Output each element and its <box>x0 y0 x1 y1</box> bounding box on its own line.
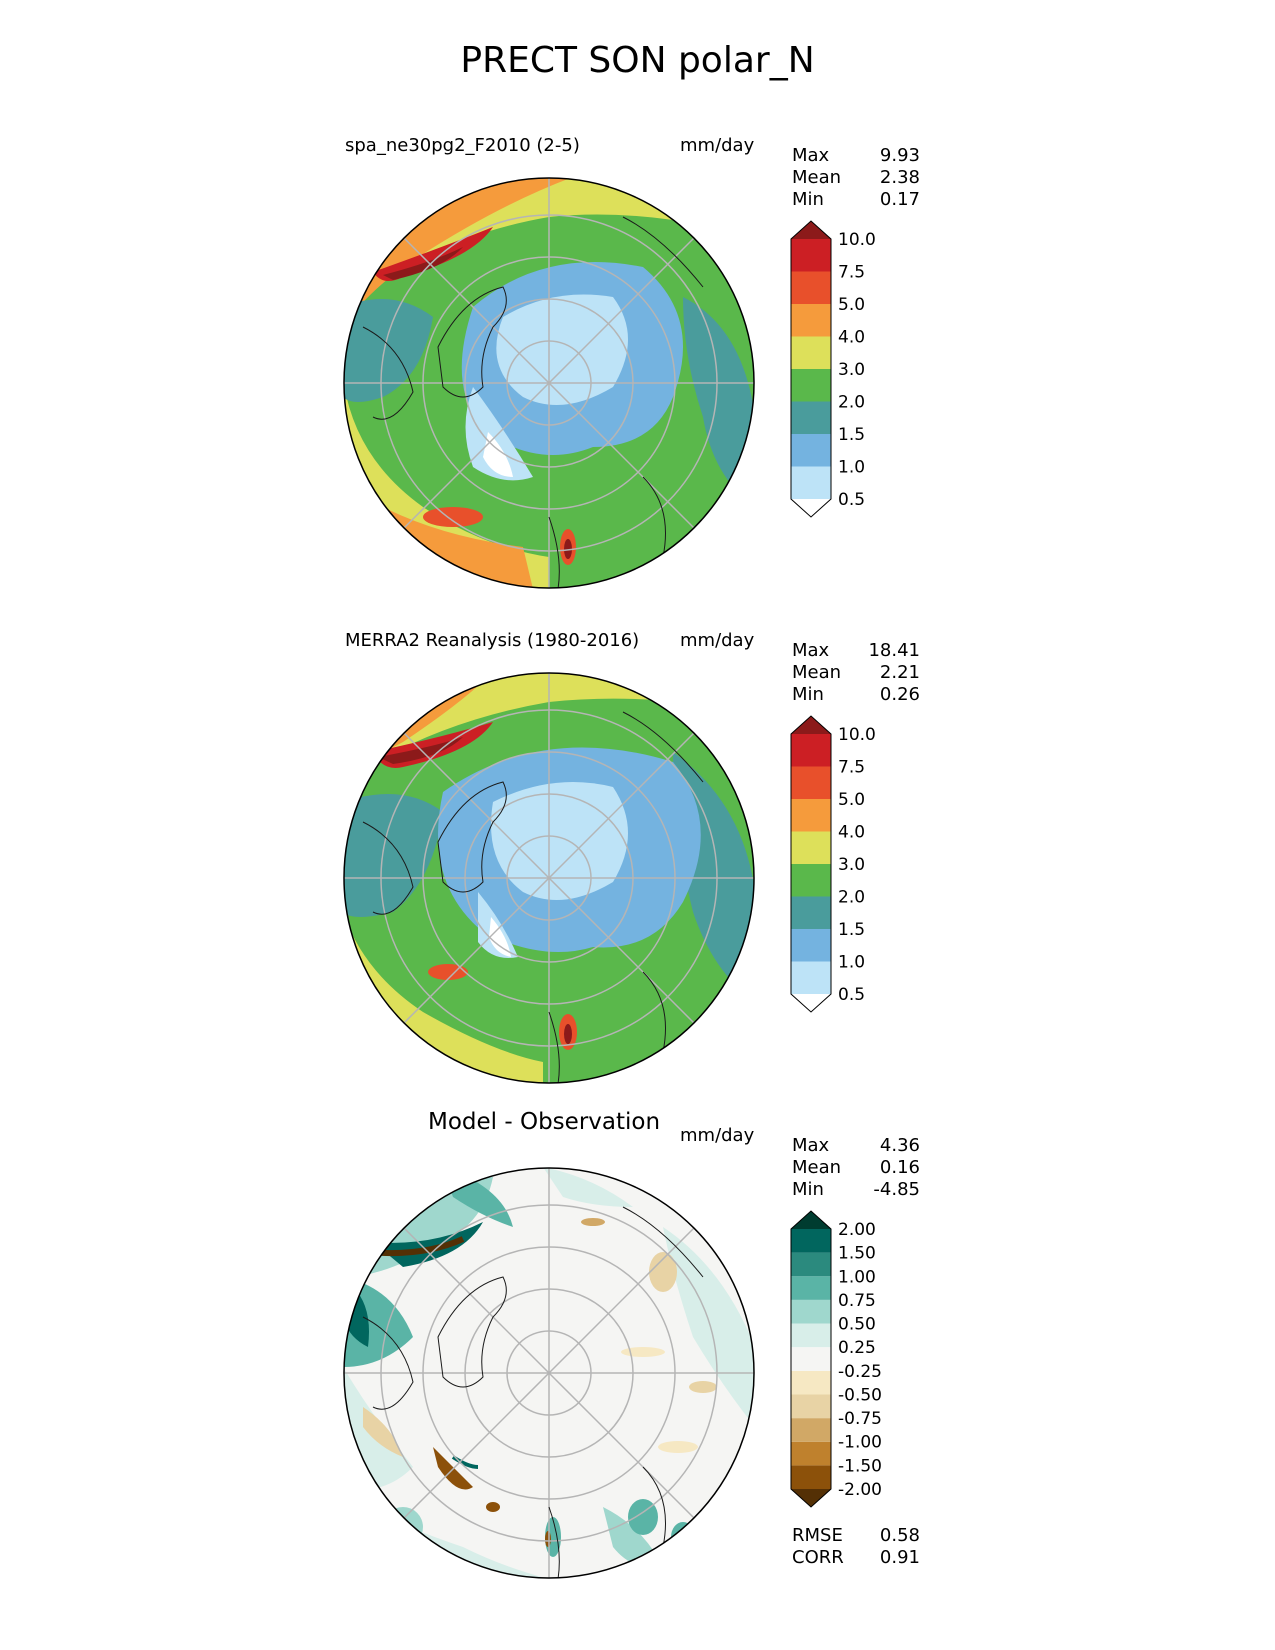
colorbar-swatch <box>791 1276 831 1300</box>
polar-precip-map-test <box>343 177 755 589</box>
colorbar-swatch <box>791 1394 831 1419</box>
colorbar-tick-label: 4.0 <box>838 823 865 843</box>
colorbar-tick-label: 3.0 <box>838 360 865 380</box>
colorbar-tick-label: 0.50 <box>838 1315 876 1335</box>
colorbar-swatch <box>791 239 831 272</box>
colorbar-tick-label: 1.5 <box>838 920 865 940</box>
colorbar-swatch <box>791 499 831 517</box>
colorbar-swatch <box>791 1211 831 1229</box>
colorbar-tick-label: 0.75 <box>838 1291 876 1311</box>
colorbar-tick-labels-difference: 2.00 1.50 1.00 0.75 0.50 0.25 -0.25 -0.50 -0.75 -… <box>838 1220 882 1500</box>
stat-max: Max 18.41 <box>792 640 920 661</box>
panel-title: Model - Observation <box>428 1109 661 1135</box>
colorbar-swatch <box>791 864 831 897</box>
colorbar-tick-label: 10.0 <box>838 230 876 250</box>
difference-metrics: RMSE 0.58 CORR 0.91 <box>792 1525 920 1569</box>
colorbar-tick-label: 0.5 <box>838 490 865 510</box>
panel-units: mm/day <box>680 630 755 651</box>
colorbar-swatch <box>791 369 831 402</box>
colorbar-swatch <box>791 799 831 832</box>
colorbar-swatch <box>791 1323 831 1348</box>
panel-test: spa_ne30pg2_F2010 (2-5) mm/day Max 9.93 M… <box>0 135 1275 589</box>
colorbar-swatch <box>791 434 831 467</box>
colorbar-swatch <box>791 1441 831 1466</box>
colorbar-swatch <box>791 1347 831 1371</box>
colorbar-swatch <box>791 994 831 1012</box>
colorbar-swatch <box>791 896 831 929</box>
colorbar-tick-label: 7.5 <box>838 263 865 283</box>
colorbar-tick-label: 2.00 <box>838 1220 876 1240</box>
stat-mean: Mean 0.16 <box>792 1157 920 1178</box>
stat-max: Max 9.93 <box>792 145 920 166</box>
polar-precip-difference-map <box>343 1167 755 1579</box>
colorbar-tick-label: 1.50 <box>838 1244 876 1264</box>
colorbar-tick-label: 5.0 <box>838 790 865 810</box>
colorbar-swatch <box>791 336 831 369</box>
figure-title: PRECT SON polar_N <box>460 40 815 81</box>
panel-reference: MERRA2 Reanalysis (1980-2016) mm/day Max… <box>0 630 1275 1084</box>
colorbar-swatch <box>791 734 831 767</box>
colorbar-test <box>790 220 832 518</box>
colorbar-tick-label: -0.25 <box>838 1362 882 1382</box>
colorbar-tick-label: 5.0 <box>838 295 865 315</box>
stat-max: Max 4.36 <box>792 1135 920 1156</box>
colorbar-swatch <box>791 831 831 864</box>
colorbar-tick-label: -1.50 <box>838 1456 882 1476</box>
colorbar-swatch <box>791 1465 831 1489</box>
panel-stats: Max 9.93 Mean 2.38 Min 0.17 <box>792 145 920 211</box>
colorbar-swatch <box>791 401 831 434</box>
colorbar-reference <box>790 715 832 1013</box>
colorbar-tick-label: -0.75 <box>838 1409 882 1429</box>
stat-min: Min -4.85 <box>792 1179 920 1200</box>
colorbar-tick-label: -1.00 <box>838 1433 882 1453</box>
colorbar-swatch <box>791 716 831 734</box>
colorbar-swatch <box>791 961 831 994</box>
colorbar-tick-label: 7.5 <box>838 758 865 778</box>
panel-units: mm/day <box>680 135 755 156</box>
colorbar-swatch <box>791 1370 831 1395</box>
stat-min: Min 0.17 <box>792 189 920 210</box>
colorbar-tick-label: -0.50 <box>838 1385 882 1405</box>
colorbar-swatch <box>791 221 831 239</box>
colorbar-swatch <box>791 271 831 304</box>
colorbar-swatch <box>791 304 831 337</box>
colorbar-tick-label: 1.00 <box>838 1267 876 1287</box>
colorbar-swatch <box>791 1252 831 1277</box>
colorbar-swatch <box>791 466 831 499</box>
colorbar-tick-label: 4.0 <box>838 328 865 348</box>
panel-stats: Max 18.41 Mean 2.21 Min 0.26 <box>792 640 920 706</box>
colorbar-swatch <box>791 1299 831 1324</box>
colorbar-tick-label: 2.0 <box>838 393 865 413</box>
colorbar-tick-label: 3.0 <box>838 855 865 875</box>
colorbar-tick-label: 0.5 <box>838 985 865 1005</box>
metric-corr: CORR 0.91 <box>792 1547 920 1568</box>
stat-mean: Mean 2.38 <box>792 167 920 188</box>
colorbar-tick-labels-test: 10.0 7.5 5.0 4.0 3.0 2.0 1.5 1.0 0.5 <box>838 230 876 510</box>
stat-min: Min 0.26 <box>792 684 920 705</box>
colorbar-tick-label: -2.00 <box>838 1480 882 1500</box>
panel-title: MERRA2 Reanalysis (1980-2016) <box>345 630 640 651</box>
colorbar-difference <box>790 1210 832 1508</box>
colorbar-tick-label: 2.0 <box>838 888 865 908</box>
colorbar-swatch <box>791 929 831 962</box>
colorbar-tick-label: 1.5 <box>838 425 865 445</box>
colorbar-swatch <box>791 766 831 799</box>
colorbar-swatch <box>791 1489 831 1507</box>
colorbar-tick-labels-reference: 10.0 7.5 5.0 4.0 3.0 2.0 1.5 1.0 0.5 <box>838 725 876 1005</box>
polar-precip-map-reference <box>343 672 755 1084</box>
colorbar-tick-label: 0.25 <box>838 1338 876 1358</box>
metric-rmse: RMSE 0.58 <box>792 1525 920 1546</box>
colorbar-swatch <box>791 1418 831 1442</box>
panel-difference: Model - Observation mm/day Max 4.36 Mean 0… <box>0 1109 1275 1579</box>
stat-mean: Mean 2.21 <box>792 662 920 683</box>
colorbar-swatch <box>791 1229 831 1253</box>
panel-stats: Max 4.36 Mean 0.16 Min -4.85 <box>792 1135 920 1201</box>
panel-units: mm/day <box>680 1125 755 1146</box>
colorbar-tick-label: 10.0 <box>838 725 876 745</box>
colorbar-tick-label: 1.0 <box>838 458 865 478</box>
colorbar-tick-label: 1.0 <box>838 953 865 973</box>
panel-title: spa_ne30pg2_F2010 (2-5) <box>345 135 580 156</box>
